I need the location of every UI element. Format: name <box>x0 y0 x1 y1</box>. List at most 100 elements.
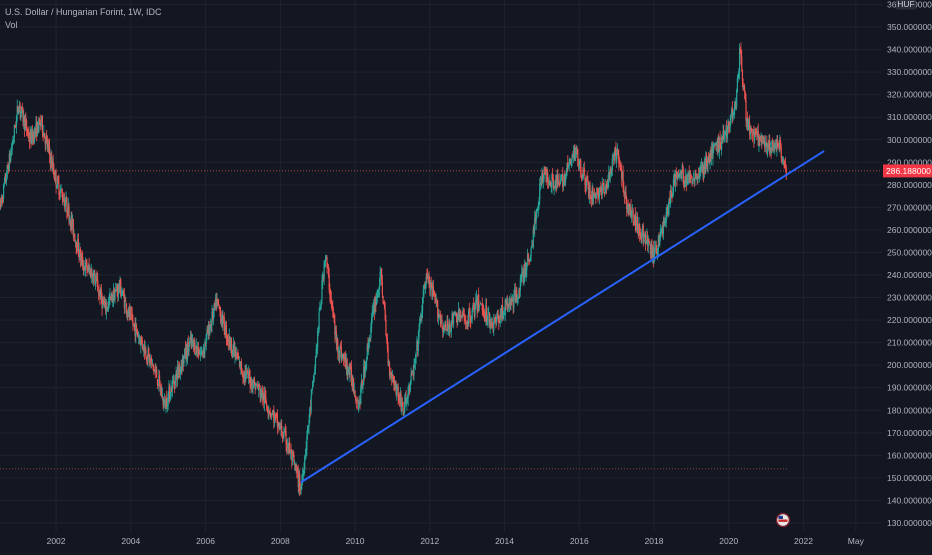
candle-body <box>340 346 342 359</box>
candle-body <box>221 317 223 325</box>
candle-body <box>486 322 488 324</box>
candle-body <box>417 338 419 351</box>
candle-body <box>629 205 631 210</box>
candle-body <box>513 294 515 308</box>
candle-body <box>326 257 328 267</box>
candle-body <box>714 145 716 147</box>
candle-body <box>201 350 203 352</box>
candle-body <box>299 474 301 492</box>
candle-body <box>531 244 534 246</box>
candle-body <box>179 367 181 374</box>
candle-body <box>745 100 747 122</box>
candle-body <box>608 172 610 182</box>
candle-body <box>772 144 774 148</box>
candle-body <box>651 247 654 256</box>
candle-body <box>703 161 705 173</box>
candle-body <box>344 356 346 360</box>
candle-body <box>429 283 431 289</box>
candle-body <box>736 78 738 92</box>
candle-body <box>169 385 171 400</box>
candle-body <box>424 284 427 289</box>
candle-body <box>92 277 94 282</box>
candle-body <box>741 69 744 82</box>
candle-body <box>53 168 55 176</box>
candle-body <box>626 198 628 209</box>
candle-body <box>545 169 547 183</box>
candle-body <box>191 341 193 344</box>
volume-indicator-label[interactable]: Vol <box>5 20 18 30</box>
candle-body <box>424 286 426 289</box>
candle-body <box>484 317 486 319</box>
candle-body <box>117 291 119 295</box>
candle-body <box>783 159 785 162</box>
candle-body <box>79 248 81 258</box>
candle-body <box>648 239 650 241</box>
candle-body <box>336 340 338 345</box>
candle-body <box>353 389 355 393</box>
candle-body <box>634 213 636 225</box>
candle-body <box>408 387 410 389</box>
candle-body <box>477 295 479 311</box>
candle-body <box>718 137 721 153</box>
candle-body <box>526 254 529 262</box>
candle-body <box>744 92 746 100</box>
candle-body <box>207 324 210 335</box>
candle-body <box>103 303 105 306</box>
candle-body <box>750 127 752 130</box>
candle-body <box>770 147 772 152</box>
candle-body <box>570 159 572 166</box>
candle-body <box>613 150 616 161</box>
candle-body <box>421 310 423 319</box>
candle-body <box>769 140 771 153</box>
candle-body <box>113 288 115 302</box>
candle-body <box>367 343 369 351</box>
x-tick-label: 2016 <box>570 536 589 546</box>
candle-body <box>761 135 763 143</box>
candle-body <box>447 327 450 329</box>
candle-body <box>693 180 695 182</box>
candle-body <box>21 107 23 109</box>
candle-body <box>375 299 377 305</box>
candle-body <box>33 128 36 143</box>
candle-body <box>715 143 718 145</box>
candle-body <box>222 314 224 325</box>
candle-body <box>364 367 366 378</box>
candle-body <box>646 235 648 243</box>
candle-body <box>111 292 113 302</box>
candle-body <box>636 217 639 227</box>
candle-body <box>603 183 605 191</box>
candle-body <box>76 246 78 251</box>
candle-body <box>383 302 386 309</box>
currency-badge[interactable] <box>896 0 916 10</box>
candle-body <box>675 174 677 179</box>
candle-body <box>415 351 417 358</box>
candle-body <box>82 257 84 268</box>
candle-body <box>702 164 704 173</box>
candle-body <box>552 173 554 181</box>
candle-body <box>716 142 718 151</box>
candle-body <box>568 162 570 166</box>
candle-body <box>230 337 233 353</box>
candle-body <box>322 278 324 282</box>
candle-body <box>671 193 673 199</box>
candle-body <box>299 489 302 491</box>
candle-body <box>315 349 317 358</box>
candle-body <box>467 310 470 324</box>
candle-body <box>35 123 37 132</box>
x-tick-label: 2022 <box>794 536 813 546</box>
candle-body <box>353 379 355 393</box>
candle-body <box>437 300 439 318</box>
candle-body <box>386 337 388 350</box>
candle-body <box>703 165 705 175</box>
candle-body <box>617 149 619 156</box>
candle-body <box>66 197 68 212</box>
candle-body <box>161 395 164 400</box>
candle-body <box>774 143 777 146</box>
candle-body <box>761 136 764 141</box>
candle-body <box>248 372 250 377</box>
y-tick-label: 140.000000 <box>887 495 932 505</box>
candle-body <box>43 133 46 139</box>
candle-body <box>743 86 745 89</box>
